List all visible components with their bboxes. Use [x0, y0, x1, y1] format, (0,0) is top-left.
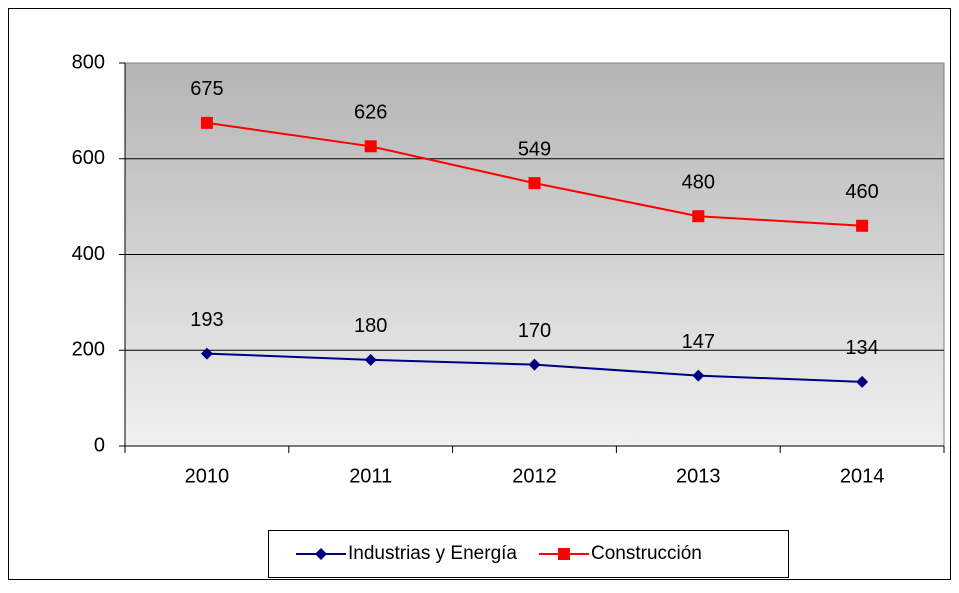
- x-tick-label: 2011: [349, 465, 392, 487]
- legend-marker: [557, 548, 570, 560]
- point: [856, 219, 869, 232]
- point: [856, 375, 869, 388]
- data-label: 626: [354, 102, 387, 124]
- y-tick-label: 800: [72, 51, 105, 73]
- x-tick-label: 2010: [185, 465, 230, 487]
- data-label: 134: [845, 337, 878, 359]
- point: [528, 358, 541, 371]
- point: [692, 369, 705, 382]
- point: [528, 177, 541, 190]
- point: [200, 116, 213, 129]
- data-label: 180: [354, 315, 387, 337]
- y-tick-label: 0: [94, 434, 105, 456]
- data-label: 480: [682, 171, 715, 193]
- point: [364, 353, 377, 366]
- legend-marker: [315, 548, 327, 560]
- legend-label: Construcción: [591, 543, 702, 564]
- x-tick-label: 2012: [512, 465, 557, 487]
- x-tick-label: 2014: [840, 465, 885, 487]
- legend-label: Industrias y Energía: [348, 543, 517, 564]
- point: [692, 210, 705, 223]
- data-label: 460: [845, 181, 878, 203]
- data-label: 193: [190, 309, 223, 331]
- data-label: 675: [190, 78, 223, 100]
- y-tick-label: 600: [72, 147, 105, 169]
- legend-box: [268, 530, 789, 578]
- y-tick-label: 200: [72, 339, 105, 361]
- data-label: 549: [518, 138, 551, 160]
- point: [200, 347, 213, 360]
- point: [364, 140, 377, 153]
- data-label: 170: [518, 320, 551, 342]
- y-tick-label: 400: [72, 243, 105, 265]
- data-label: 147: [682, 331, 715, 353]
- legend: Industrias y Energía Construcción: [296, 543, 702, 564]
- x-tick-label: 2013: [676, 465, 721, 487]
